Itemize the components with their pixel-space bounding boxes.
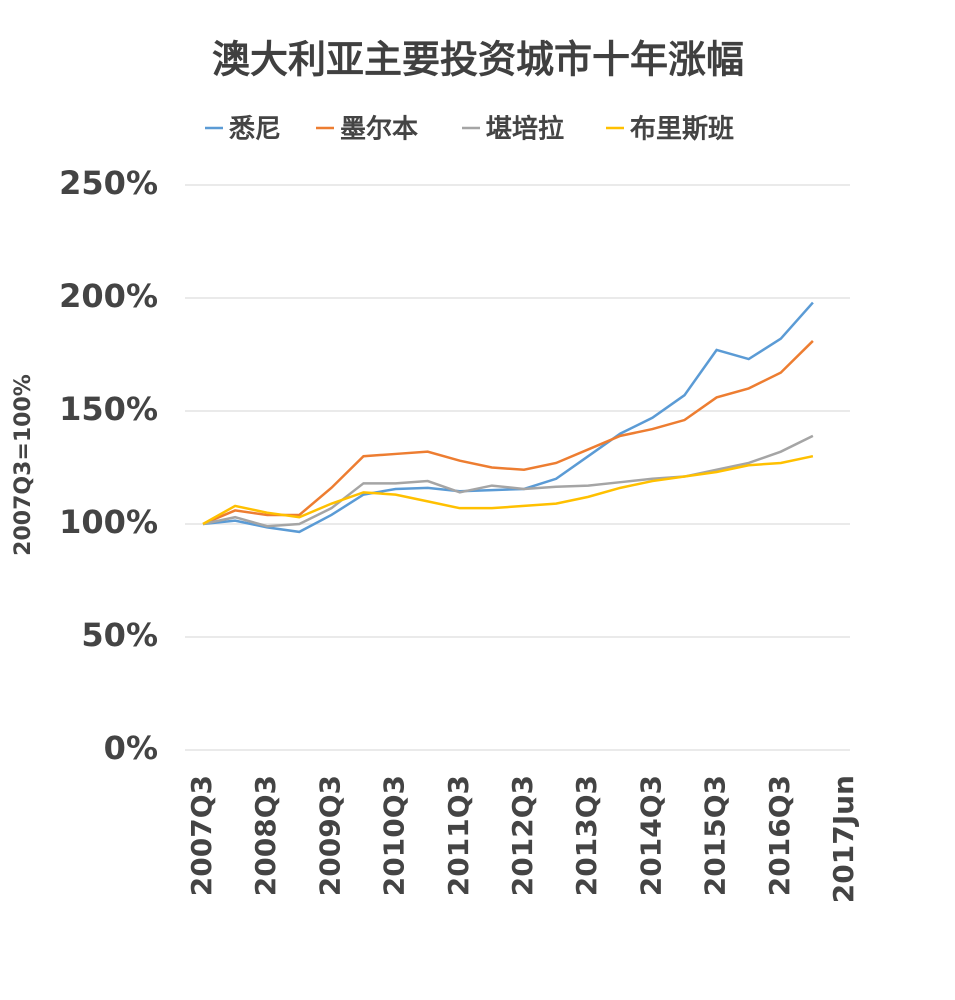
legend-label: 悉尼 bbox=[229, 115, 281, 145]
y-tick-label: 250% bbox=[59, 164, 158, 202]
y-axis-label: 2007Q3=100% bbox=[11, 374, 36, 556]
x-tick-label: 2015Q3 bbox=[699, 775, 732, 896]
x-tick-label: 2008Q3 bbox=[249, 775, 282, 896]
legend-label: 墨尔本 bbox=[340, 114, 418, 145]
x-tick-label: 2007Q3 bbox=[185, 775, 218, 896]
chart-title: 澳大利亚主要投资城市十年涨幅 bbox=[212, 38, 744, 82]
x-tick-label: 2016Q3 bbox=[763, 775, 796, 896]
y-tick-label: 100% bbox=[59, 503, 158, 541]
x-tick-label: 2011Q3 bbox=[442, 775, 475, 896]
series-line bbox=[202, 434, 814, 528]
x-tick-label: 2010Q3 bbox=[378, 775, 411, 896]
legend-label: 布里斯班 bbox=[630, 115, 734, 145]
series-line bbox=[202, 340, 814, 526]
series-line bbox=[202, 454, 814, 526]
x-tick-label: 2014Q3 bbox=[634, 775, 667, 896]
x-tick-label: 2013Q3 bbox=[570, 775, 603, 896]
y-tick-label: 0% bbox=[104, 729, 158, 767]
y-tick-label: 200% bbox=[59, 277, 158, 315]
x-tick-label: 2009Q3 bbox=[313, 775, 346, 896]
x-tick-label: 2012Q3 bbox=[506, 775, 539, 896]
y-tick-label: 150% bbox=[59, 390, 158, 428]
y-tick-label: 50% bbox=[81, 616, 158, 654]
series-line bbox=[202, 301, 814, 534]
x-tick-label: 2017Jun bbox=[827, 775, 860, 903]
legend-label: 堪培拉 bbox=[486, 114, 564, 145]
